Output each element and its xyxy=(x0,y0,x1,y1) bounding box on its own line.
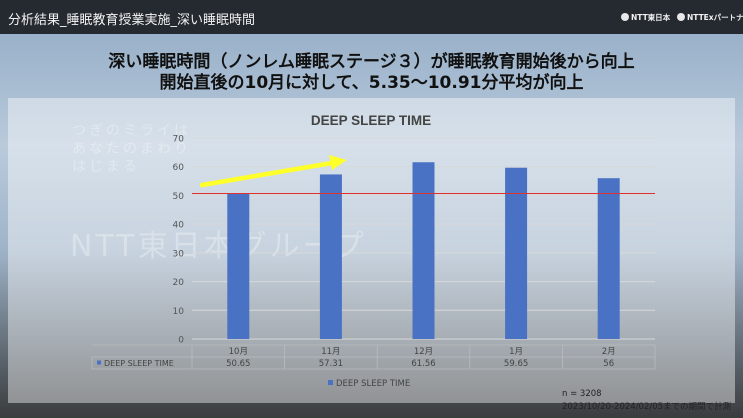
bar xyxy=(505,167,528,339)
y-tick-label: 30 xyxy=(173,249,185,259)
measurement-period-note: 2023/10/20-2024/02/05までの期間で計測 xyxy=(562,402,732,412)
y-tick-label: 20 xyxy=(173,278,185,288)
ntt-east-logo: NTT東日本 xyxy=(621,12,670,23)
y-tick-label: 0 xyxy=(178,336,184,346)
bar xyxy=(597,178,620,339)
watermark-line: はじまる xyxy=(72,158,191,176)
trend-arrow xyxy=(199,160,335,188)
data-table-value: 57.31 xyxy=(319,359,343,369)
watermark-line: あなたのまわり xyxy=(72,140,191,158)
headline-sub: 開始直後の10月に対して、5.35〜10.91分平均が向上 xyxy=(159,73,584,93)
x-category-label: 10月 xyxy=(229,347,248,357)
bar xyxy=(227,193,250,339)
y-tick-label: 40 xyxy=(173,221,185,231)
bar xyxy=(319,174,342,339)
logo-right-text: NTTExパートナー xyxy=(687,13,743,22)
y-tick-label: 10 xyxy=(173,307,185,317)
legend-swatch xyxy=(328,380,333,385)
data-table-value: 61.56 xyxy=(411,359,435,369)
x-category-label: 12月 xyxy=(414,347,433,357)
background-watermark-brand: NTT東日本グループ xyxy=(70,221,367,265)
headline-main: 深い睡眠時間（ノンレム睡眠ステージ３）が睡眠教育開始後から向上 xyxy=(108,52,635,72)
data-table-series-label: DEEP SLEEP TIME xyxy=(104,359,174,368)
trend-arrow-head-icon xyxy=(329,155,347,170)
y-tick-label: 70 xyxy=(173,135,185,145)
logo-left-text: NTT東日本 xyxy=(631,13,671,22)
x-category-label: 1月 xyxy=(509,347,523,357)
y-tick-label: 60 xyxy=(173,163,185,173)
data-table-value: 56 xyxy=(603,359,614,369)
x-category-label: 11月 xyxy=(321,347,340,357)
y-tick-label: 50 xyxy=(173,192,185,202)
watermark-line: つぎのミライは xyxy=(72,122,191,140)
logo-mark-icon xyxy=(677,13,685,21)
bar xyxy=(412,162,435,339)
logo-mark-icon xyxy=(621,13,629,21)
header-bar: 分析結果_睡眠教育授業実施_深い睡眠時間 NTT東日本 NTTExパートナー xyxy=(0,0,743,34)
table-legend-swatch xyxy=(97,360,101,365)
chart-title: DEEP SLEEP TIME xyxy=(311,113,431,128)
ntt-partner-logo: NTTExパートナー xyxy=(677,12,743,23)
background-watermark: つぎのミライは あなたのまわり はじまる xyxy=(72,122,191,176)
data-table-value: 50.65 xyxy=(226,359,250,369)
legend-label: DEEP SLEEP TIME xyxy=(336,379,410,389)
data-table-value: 59.65 xyxy=(504,359,528,369)
sample-size-note: n = 3208 xyxy=(562,389,602,399)
x-category-label: 2月 xyxy=(602,347,616,357)
page-title: 分析結果_睡眠教育授業実施_深い睡眠時間 xyxy=(8,13,256,28)
